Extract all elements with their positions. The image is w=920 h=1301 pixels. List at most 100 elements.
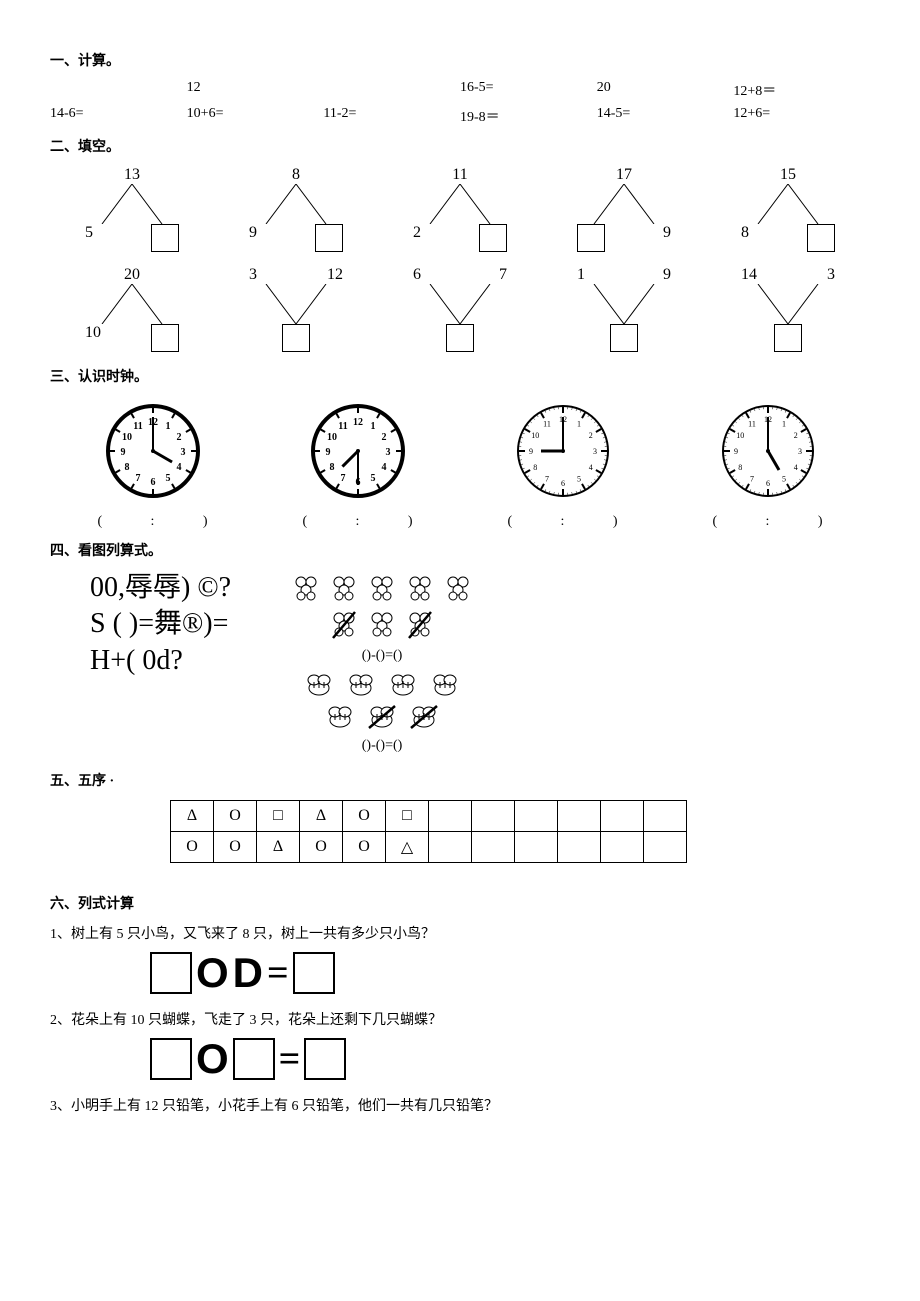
- svg-text:1: 1: [577, 419, 581, 428]
- svg-text:8: 8: [124, 462, 129, 473]
- answer-box[interactable]: [577, 224, 605, 252]
- bond-left-number: 14: [741, 266, 757, 284]
- answer-box[interactable]: [151, 224, 179, 252]
- answer-box[interactable]: [774, 324, 802, 352]
- calc-cell: 16-5=: [460, 80, 597, 100]
- bond-bottom-box: [446, 324, 474, 352]
- section5-title: 五、五序 ·: [50, 770, 870, 790]
- pattern-cell[interactable]: [429, 832, 472, 863]
- bond-left-number: 10: [85, 324, 101, 342]
- operator-O-icon: O: [196, 949, 229, 997]
- svg-text:2: 2: [176, 432, 181, 443]
- bond-top-number: 20: [124, 266, 140, 284]
- bee-icon: [302, 670, 336, 700]
- svg-text:2: 2: [793, 431, 797, 440]
- pattern-cell[interactable]: [601, 801, 644, 832]
- clock-answer-blank[interactable]: (:): [273, 514, 443, 530]
- answer-box[interactable]: [150, 952, 192, 994]
- answer-box[interactable]: [315, 224, 343, 252]
- pattern-table: ΔO□ΔO□ OOΔOO△: [170, 800, 687, 863]
- calc-cell: 14-5=: [597, 106, 734, 126]
- bond-lines-icon: [748, 184, 828, 229]
- svg-text:10: 10: [531, 431, 539, 440]
- clock-item: 123456789101112(:): [478, 401, 648, 530]
- bond-right-number: [807, 224, 835, 252]
- answer-box[interactable]: [282, 324, 310, 352]
- bee-icon: [428, 670, 462, 700]
- answer-box[interactable]: [233, 1038, 275, 1080]
- bond-left-number: 9: [249, 224, 257, 242]
- svg-text:3: 3: [593, 447, 597, 456]
- svg-text:3: 3: [180, 447, 185, 458]
- pattern-cell[interactable]: [472, 832, 515, 863]
- bond-top-number: 13: [124, 166, 140, 184]
- answer-box[interactable]: [479, 224, 507, 252]
- svg-text:5: 5: [370, 473, 375, 484]
- bond-right-number: 7: [499, 266, 507, 284]
- clock-answer-blank[interactable]: (:): [683, 514, 853, 530]
- colon-icon: :: [766, 514, 770, 530]
- pattern-cell[interactable]: [644, 801, 687, 832]
- grape-icon: [367, 608, 397, 642]
- number-bond-join: 143: [723, 266, 853, 356]
- bee-icon: [365, 702, 399, 732]
- answer-box[interactable]: [151, 324, 179, 352]
- pattern-cell[interactable]: [558, 832, 601, 863]
- pattern-cell[interactable]: [515, 832, 558, 863]
- equals-icon: =: [267, 951, 289, 995]
- answer-box[interactable]: [446, 324, 474, 352]
- equation-boxes-1: O D =: [150, 949, 870, 997]
- grape-icon: [329, 572, 359, 606]
- svg-text:8: 8: [329, 462, 334, 473]
- svg-text:6: 6: [766, 479, 770, 488]
- clock-item: 121234567891011(:): [68, 401, 238, 530]
- number-bond-split: 158: [723, 166, 853, 256]
- calc-cell: 20: [597, 80, 734, 100]
- subtraction-eq: ()-()=(): [291, 738, 473, 754]
- bond-lines-icon: [420, 284, 500, 329]
- svg-text:5: 5: [782, 475, 786, 484]
- answer-box[interactable]: [150, 1038, 192, 1080]
- pattern-cell[interactable]: [558, 801, 601, 832]
- pattern-cell: O: [214, 832, 257, 863]
- pattern-cell: O: [343, 832, 386, 863]
- bond-left-number: 1: [577, 266, 585, 284]
- pattern-cell[interactable]: [601, 832, 644, 863]
- paren-right: ): [408, 514, 413, 530]
- number-bond-split: 112: [395, 166, 525, 256]
- pattern-cell[interactable]: [472, 801, 515, 832]
- svg-text:8: 8: [738, 463, 742, 472]
- bond-left-number: [577, 224, 605, 252]
- svg-text:10: 10: [327, 432, 337, 443]
- pattern-cell[interactable]: [515, 801, 558, 832]
- pattern-cell[interactable]: [429, 801, 472, 832]
- grape-icon: [367, 572, 397, 606]
- pattern-cell: O: [214, 801, 257, 832]
- paren-left: (: [98, 514, 103, 530]
- pattern-cell[interactable]: [644, 832, 687, 863]
- word-problem-1: 1、树上有 5 只小鸟，又飞来了 8 只，树上一共有多少只小鸟？: [50, 923, 870, 943]
- calc-row-1: 12 16-5= 20 12+8＝: [50, 80, 870, 100]
- clock-answer-blank[interactable]: (:): [68, 514, 238, 530]
- number-bond-join: 312: [231, 266, 361, 356]
- answer-box[interactable]: [807, 224, 835, 252]
- bond-lines-icon: [584, 184, 664, 229]
- svg-text:10: 10: [736, 431, 744, 440]
- calc-cell: 12+8＝: [733, 80, 870, 100]
- answer-box[interactable]: [610, 324, 638, 352]
- clock-item: 121234567891011(:): [273, 401, 443, 530]
- bee-icon: [407, 702, 441, 732]
- paren-left: (: [508, 514, 513, 530]
- s4-line: H+( 0d?: [90, 643, 231, 679]
- colon-icon: :: [151, 514, 155, 530]
- section4-body: 00,辱辱) ©? S ( )=舞®)= H+( 0d? ()-()=() ()…: [90, 570, 870, 760]
- section2-title: 二、填空。: [50, 136, 870, 156]
- svg-text:6: 6: [150, 477, 155, 488]
- answer-box[interactable]: [304, 1038, 346, 1080]
- answer-box[interactable]: [293, 952, 335, 994]
- svg-text:3: 3: [385, 447, 390, 458]
- svg-text:7: 7: [545, 475, 549, 484]
- calc-cell: [50, 80, 187, 100]
- clock-answer-blank[interactable]: (:): [478, 514, 648, 530]
- bond-right-number: 9: [663, 266, 671, 284]
